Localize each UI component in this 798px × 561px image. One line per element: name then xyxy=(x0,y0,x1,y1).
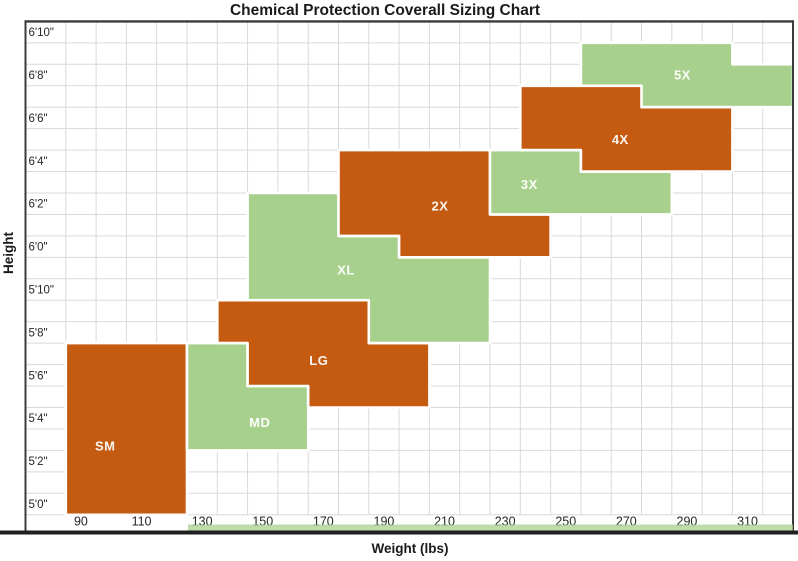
y-axis-tick-label: 5'6" xyxy=(29,370,48,382)
size-region-4x xyxy=(518,84,734,173)
size-regions: SM MD LG XL 2X 3X 4X 5X xyxy=(64,41,795,517)
size-region-label-5x: 5X xyxy=(674,68,691,83)
size-region-label-xl: XL xyxy=(337,263,355,278)
plot-border xyxy=(24,20,794,532)
y-axis-tick-label: 6'10" xyxy=(29,27,54,39)
y-axis-tick-label: 5'0" xyxy=(29,499,48,511)
y-axis-tick-label: 5'10" xyxy=(29,285,54,297)
y-axis-title: Height xyxy=(1,231,16,274)
y-axis-tick-label: 6'0" xyxy=(29,242,48,254)
x-axis-tick-label: 90 xyxy=(74,515,88,529)
size-region-label-md: MD xyxy=(249,415,270,430)
chart-title: Chemical Protection Coverall Sizing Char… xyxy=(230,2,540,19)
size-region-label-2x: 2X xyxy=(432,198,449,213)
y-axis-tick-label: 5'8" xyxy=(29,327,48,339)
size-region-sm xyxy=(64,341,189,517)
y-axis-tick-label: 6'4" xyxy=(29,156,48,168)
bottom-green-strip xyxy=(188,524,793,531)
size-region-label-3x: 3X xyxy=(521,177,538,192)
y-axis-tick-label: 5'2" xyxy=(29,456,48,468)
size-region-label-sm: SM xyxy=(95,439,116,454)
y-axis-tick-label: 6'2" xyxy=(29,199,48,211)
y-axis-tick-label: 5'4" xyxy=(29,413,48,425)
chart-bottom-border xyxy=(0,530,798,535)
y-axis-tick-label: 6'8" xyxy=(29,70,48,82)
size-region-label-lg: LG xyxy=(309,353,328,368)
bottom-decorations xyxy=(0,524,798,535)
x-axis-title: Weight (lbs) xyxy=(372,541,449,556)
x-axis-tick-label: 110 xyxy=(132,515,152,529)
y-axis-tick-label: 6'6" xyxy=(29,113,48,125)
size-region-label-4x: 4X xyxy=(612,132,629,147)
